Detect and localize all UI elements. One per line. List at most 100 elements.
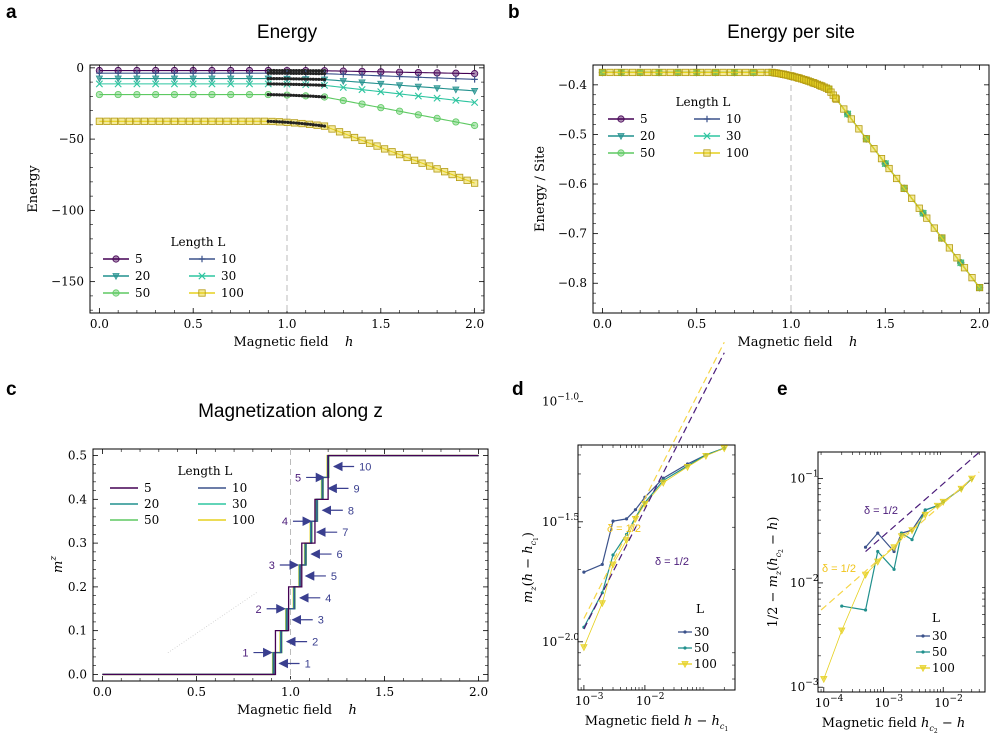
point-L100 (238, 117, 246, 125)
dense-point-L10 (272, 71, 276, 75)
dense-point-L50 (291, 93, 296, 97)
dense-point-L100 (277, 120, 282, 124)
fit-label-yellow: δ = 1/2 (607, 523, 641, 535)
point-L50 (876, 549, 880, 554)
point-L20 (433, 85, 441, 93)
point-L30 (152, 80, 160, 88)
dense-point-L30 (277, 82, 282, 86)
point-L100 (847, 115, 855, 123)
legend-marker-100 (681, 661, 689, 669)
point-L100 (651, 68, 659, 77)
dense-point-L100 (317, 123, 321, 127)
point-L10 (433, 74, 441, 82)
point-L100 (580, 644, 588, 652)
annotation-right-7: 7 (342, 527, 348, 539)
x-tick-label: 0.5 (687, 317, 706, 331)
legend-title: L (932, 611, 940, 625)
point-L100 (440, 168, 449, 176)
faint-point (179, 644, 181, 646)
dense-point-L30 (294, 82, 298, 87)
legend-marker-50 (921, 650, 925, 654)
annotation-right-4: 4 (325, 593, 331, 605)
point-L10 (396, 73, 403, 80)
point-L30 (208, 80, 216, 88)
panel-title-a: Energy (257, 22, 318, 43)
axes-frame (577, 444, 736, 691)
point-L100 (704, 68, 712, 77)
legend-label-10: 10 (726, 112, 741, 126)
dense-point-L10 (303, 71, 307, 76)
point-L20 (151, 75, 160, 83)
dense-point-L5 (320, 69, 324, 73)
y-tick-label: 0.4 (68, 492, 87, 506)
dense-point-L50 (269, 93, 273, 97)
faint-point (221, 615, 223, 617)
x-tick-label: 10−3 (875, 694, 904, 710)
x-tick-label: 1.5 (876, 317, 895, 331)
faint-point (192, 635, 194, 637)
faint-point (208, 624, 210, 626)
fit-line-yellow (820, 471, 980, 611)
point-L100 (644, 68, 652, 77)
legend-marker-20 (112, 273, 120, 281)
dense-point-L100 (289, 120, 293, 125)
faint-point (183, 641, 185, 643)
legend-label-50: 50 (932, 645, 947, 659)
y-tick-label: 0.2 (68, 580, 87, 594)
point-L100 (957, 485, 965, 493)
faint-point (230, 609, 232, 611)
point-L10 (189, 69, 197, 77)
point-L100 (636, 68, 644, 77)
point-L100 (897, 533, 906, 541)
point-L100 (900, 184, 908, 192)
dense-point-L10 (297, 71, 301, 75)
point-L100 (350, 133, 359, 142)
point-L100 (855, 125, 863, 133)
y-tick-label: 0.0 (68, 667, 87, 681)
point-L100 (208, 117, 216, 125)
point-L30 (471, 98, 479, 107)
point-L100 (727, 68, 735, 77)
annotation-left-5: 5 (295, 472, 301, 484)
dense-point-L20 (303, 77, 307, 81)
panel-e: e10−4 10−3 10−210−110−210−3δ = 1/2δ = 1/2L… (766, 379, 986, 735)
fit-label-purple: δ = 1/2 (864, 505, 898, 517)
legend-title: Length L (676, 95, 731, 109)
y-axis-label-c: mz (49, 556, 66, 573)
dense-point-L100 (311, 123, 315, 127)
point-L100 (681, 68, 690, 77)
point-L10 (96, 69, 103, 77)
point-L10 (452, 75, 460, 82)
dense-point-L30 (297, 82, 301, 87)
dense-point-L20 (300, 77, 304, 81)
point-L100 (245, 117, 254, 125)
point-L30 (114, 80, 122, 88)
point-L10 (114, 69, 122, 77)
y-tick-label: 10−1 (790, 470, 819, 486)
point-L100 (877, 155, 886, 163)
faint-point (167, 652, 169, 654)
y-tick-label: −0.6 (558, 177, 587, 191)
panel-title-c: Magnetization along z (198, 401, 383, 422)
fit-line-purple (583, 352, 725, 630)
point-L10 (152, 69, 159, 77)
dense-point-L5 (289, 68, 293, 73)
dense-point-L100 (308, 122, 313, 127)
point-L100 (629, 68, 637, 77)
point-L100 (230, 117, 239, 125)
dense-point-L5 (283, 68, 287, 73)
dense-point-L30 (308, 83, 313, 87)
dense-point-L10 (291, 71, 296, 75)
point-L100 (223, 117, 231, 125)
dense-point-L5 (300, 69, 304, 73)
faint-point (172, 648, 174, 650)
point-L10 (246, 69, 253, 77)
x-tick-label: 10−2 (636, 692, 665, 708)
point-L100 (103, 117, 111, 125)
point-L50 (433, 114, 441, 122)
point-L100 (410, 156, 419, 164)
dense-point-L100 (266, 119, 270, 123)
dense-point-L20 (308, 77, 313, 81)
annotation-right-6: 6 (337, 549, 343, 561)
dense-point-L5 (297, 69, 301, 73)
